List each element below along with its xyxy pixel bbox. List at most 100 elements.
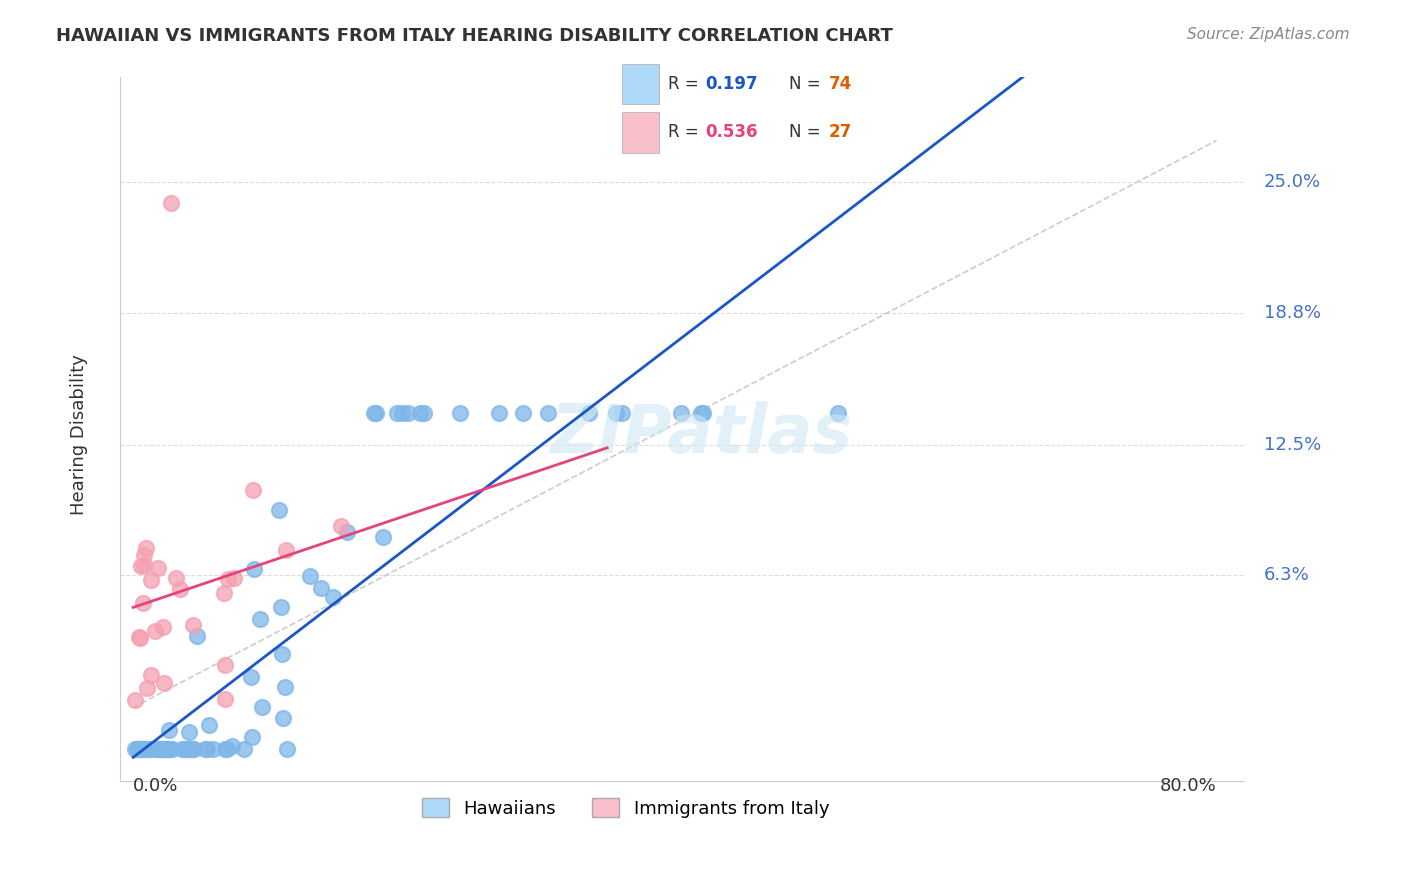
Point: [512, 407, 534, 421]
Point: [152, 742, 174, 756]
Point: [134, 558, 156, 573]
Point: [363, 407, 385, 421]
Point: [149, 742, 172, 756]
Text: 25.0%: 25.0%: [1264, 173, 1322, 192]
Point: [157, 742, 180, 756]
Text: ZIPatlas: ZIPatlas: [551, 401, 853, 467]
Point: [143, 742, 166, 756]
Point: [148, 561, 170, 575]
Point: [409, 407, 432, 421]
Point: [181, 742, 204, 756]
Point: [391, 407, 413, 421]
Point: [298, 569, 321, 583]
Text: 0.0%: 0.0%: [134, 777, 179, 795]
Legend: Hawaiians, Immigrants from Italy: Hawaiians, Immigrants from Italy: [415, 791, 837, 825]
Point: [132, 549, 155, 563]
Point: [578, 407, 600, 421]
Text: 12.5%: 12.5%: [1264, 436, 1322, 454]
Point: [217, 572, 239, 586]
Point: [128, 742, 150, 756]
Point: [267, 503, 290, 517]
Point: [155, 742, 177, 756]
Point: [143, 624, 166, 638]
Point: [195, 742, 218, 756]
Text: 18.8%: 18.8%: [1264, 303, 1322, 322]
Point: [169, 582, 191, 597]
Point: [412, 407, 434, 421]
Point: [274, 542, 297, 557]
Point: [214, 742, 236, 756]
Point: [194, 742, 217, 756]
Point: [132, 596, 155, 610]
Point: [242, 731, 264, 745]
Point: [198, 718, 221, 732]
Point: [233, 742, 256, 756]
Point: [173, 742, 195, 756]
Point: [152, 676, 174, 690]
Point: [692, 407, 714, 421]
Point: [125, 742, 148, 756]
Point: [689, 407, 711, 421]
Point: [170, 742, 193, 756]
Point: [222, 572, 245, 586]
Point: [612, 407, 634, 421]
FancyBboxPatch shape: [621, 64, 659, 104]
Point: [249, 612, 271, 626]
Point: [488, 407, 510, 421]
Point: [124, 742, 146, 756]
Point: [214, 692, 236, 706]
Point: [385, 407, 408, 421]
Point: [330, 519, 353, 533]
Point: [322, 590, 344, 604]
Text: 0.536: 0.536: [706, 123, 758, 142]
Point: [827, 407, 849, 421]
Point: [250, 700, 273, 714]
Point: [157, 723, 180, 737]
Point: [202, 742, 225, 756]
FancyBboxPatch shape: [621, 112, 659, 153]
Point: [139, 667, 162, 681]
Point: [139, 742, 162, 756]
Text: R =: R =: [668, 123, 704, 142]
Text: Hearing Disability: Hearing Disability: [70, 354, 89, 515]
Point: [186, 629, 208, 643]
Point: [221, 739, 243, 753]
Point: [242, 483, 264, 498]
Text: 74: 74: [830, 75, 852, 94]
Point: [124, 693, 146, 707]
Point: [135, 681, 157, 696]
Point: [160, 742, 183, 756]
Point: [181, 742, 204, 756]
Text: 0.197: 0.197: [706, 75, 758, 94]
Point: [139, 573, 162, 587]
Text: 6.3%: 6.3%: [1264, 566, 1310, 584]
Point: [336, 524, 359, 539]
Point: [217, 742, 239, 756]
Point: [396, 407, 419, 421]
Point: [669, 407, 692, 421]
Point: [214, 657, 236, 672]
Point: [128, 630, 150, 644]
Point: [179, 725, 201, 739]
Point: [183, 742, 205, 756]
Point: [212, 586, 235, 600]
Text: N =: N =: [789, 123, 825, 142]
Point: [155, 742, 177, 756]
Point: [271, 711, 294, 725]
Point: [179, 742, 201, 756]
Text: HAWAIIAN VS IMMIGRANTS FROM ITALY HEARING DISABILITY CORRELATION CHART: HAWAIIAN VS IMMIGRANTS FROM ITALY HEARIN…: [56, 27, 893, 45]
Point: [155, 742, 177, 756]
Point: [239, 670, 262, 684]
Point: [536, 407, 558, 421]
Point: [136, 742, 159, 756]
Point: [129, 631, 152, 645]
Point: [135, 541, 157, 555]
Point: [132, 742, 155, 756]
Text: 27: 27: [830, 123, 852, 142]
Point: [149, 742, 172, 756]
Point: [270, 600, 292, 615]
Text: 80.0%: 80.0%: [1160, 777, 1216, 795]
Point: [364, 407, 387, 421]
Point: [165, 571, 187, 585]
Point: [152, 620, 174, 634]
